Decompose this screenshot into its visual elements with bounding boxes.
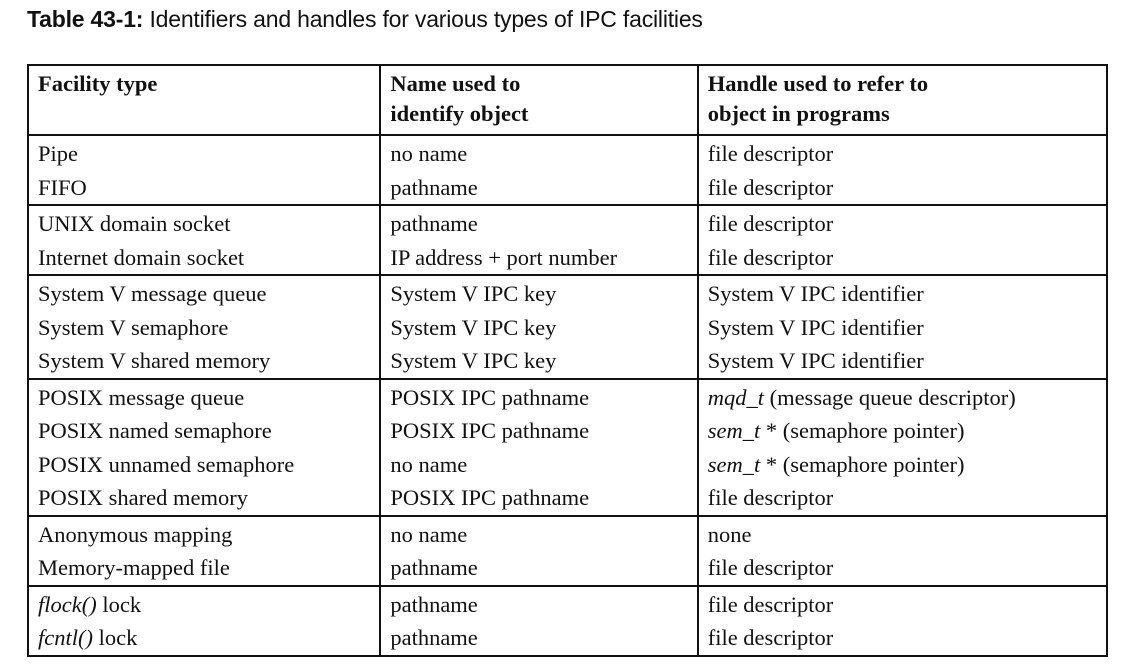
function-name: fcntl(): [38, 625, 93, 650]
header-facility-type: Facility type: [26, 65, 382, 136]
name-cell: no name: [379, 135, 699, 171]
name-cell: no name: [379, 447, 699, 481]
facility-cell: POSIX named semaphore: [26, 414, 382, 448]
name-cell: System V IPC key: [379, 275, 699, 311]
table-row: System V semaphore System V IPC key Syst…: [26, 310, 1109, 344]
row-group-sockets: UNIX domain socket pathname file descrip…: [26, 205, 1109, 275]
handle-cell: sem_t * (semaphore pointer): [696, 447, 1109, 481]
facility-cell: System V semaphore: [26, 310, 382, 344]
table-row: System V shared memory System V IPC key …: [26, 344, 1109, 379]
facility-cell: UNIX domain socket: [26, 205, 382, 241]
facility-cell: Pipe: [26, 135, 382, 171]
facility-cell: POSIX shared memory: [26, 481, 382, 516]
facility-cell: fcntl() lock: [26, 621, 382, 656]
facility-cell: Memory-mapped file: [26, 551, 382, 586]
handle-cell: file descriptor: [696, 621, 1109, 656]
table-row: System V message queue System V IPC key …: [26, 275, 1109, 311]
facility-cell: Internet domain socket: [26, 240, 382, 275]
table-row: Anonymous mapping no name none: [26, 515, 1109, 551]
facility-cell: POSIX message queue: [26, 378, 382, 414]
table-row: Memory-mapped file pathname file descrip…: [26, 551, 1109, 586]
row-group-pipes: Pipe no name file descriptor FIFO pathna…: [26, 135, 1109, 205]
name-cell: POSIX IPC pathname: [379, 414, 699, 448]
table-row: Pipe no name file descriptor: [26, 135, 1109, 171]
handle-cell: System V IPC identifier: [696, 344, 1109, 379]
table-row: FIFO pathname file descriptor: [26, 170, 1109, 205]
row-group-locks: flock() lock pathname file descriptor fc…: [26, 585, 1109, 656]
row-group-posix: POSIX message queue POSIX IPC pathname m…: [26, 378, 1109, 516]
handle-cell: file descriptor: [696, 205, 1109, 241]
facility-cell: flock() lock: [26, 585, 382, 621]
handle-cell: file descriptor: [696, 585, 1109, 621]
table-row: Internet domain socket IP address + port…: [26, 240, 1109, 275]
facility-suffix: lock: [92, 625, 138, 650]
name-cell: pathname: [379, 621, 699, 656]
row-group-mappings: Anonymous mapping no name none Memory-ma…: [26, 515, 1109, 586]
handle-description: (message queue descriptor): [763, 384, 1016, 410]
handle-cell: System V IPC identifier: [696, 275, 1109, 311]
handle-type-name: mqd_t: [707, 384, 764, 410]
handle-cell: mqd_t (message queue descriptor): [696, 378, 1109, 414]
handle-cell: file descriptor: [696, 481, 1109, 516]
handle-cell: file descriptor: [696, 240, 1109, 275]
header-handle-line-2: object in programs: [707, 101, 890, 126]
header-row: Facility type Name used to identify obje…: [26, 65, 1109, 136]
header-name-line-2: identify object: [390, 101, 529, 126]
name-cell: pathname: [379, 205, 699, 241]
table-row: UNIX domain socket pathname file descrip…: [26, 205, 1109, 241]
name-cell: pathname: [379, 585, 699, 621]
name-cell: IP address + port number: [379, 240, 699, 275]
facility-cell: System V shared memory: [26, 344, 382, 379]
header-name-used: Name used to identify object: [379, 65, 699, 136]
caption-label: Table 43-1:: [27, 6, 144, 32]
ipc-facilities-table: Facility type Name used to identify obje…: [26, 64, 1109, 657]
table-row: POSIX message queue POSIX IPC pathname m…: [26, 378, 1109, 414]
facility-cell: FIFO: [26, 170, 382, 205]
name-cell: POSIX IPC pathname: [379, 481, 699, 516]
table-caption: Table 43-1: Identifiers and handles for …: [27, 6, 703, 33]
caption-text: Identifiers and handles for various type…: [149, 6, 703, 32]
name-cell: no name: [379, 515, 699, 551]
header-facility-line-1: Facility type: [38, 71, 158, 96]
name-cell: POSIX IPC pathname: [379, 378, 699, 414]
facility-cell: Anonymous mapping: [26, 515, 382, 551]
handle-type-name: sem_t: [707, 418, 761, 443]
table-row: POSIX shared memory POSIX IPC pathname f…: [26, 481, 1109, 516]
table-row: fcntl() lock pathname file descriptor: [26, 621, 1109, 656]
header-handle-line-1: Handle used to refer to: [707, 71, 929, 96]
handle-cell: sem_t * (semaphore pointer): [696, 414, 1109, 448]
name-cell: System V IPC key: [379, 310, 699, 344]
row-group-system-v: System V message queue System V IPC key …: [26, 275, 1109, 379]
table-row: POSIX named semaphore POSIX IPC pathname…: [26, 414, 1109, 448]
table-header: Facility type Name used to identify obje…: [26, 65, 1109, 136]
handle-cell: file descriptor: [696, 170, 1109, 205]
table-row: POSIX unnamed semaphore no name sem_t * …: [26, 447, 1109, 481]
header-name-line-1: Name used to: [390, 71, 521, 96]
name-cell: pathname: [379, 170, 699, 205]
handle-type-name: sem_t: [707, 451, 761, 477]
header-handle-used: Handle used to refer to object in progra…: [696, 65, 1109, 136]
facility-suffix: lock: [96, 591, 142, 617]
handle-cell: System V IPC identifier: [696, 310, 1109, 344]
name-cell: System V IPC key: [379, 344, 699, 379]
facility-cell: POSIX unnamed semaphore: [26, 447, 382, 481]
handle-cell: none: [696, 515, 1109, 551]
function-name: flock(): [38, 591, 97, 617]
name-cell: pathname: [379, 551, 699, 586]
facility-cell: System V message queue: [26, 275, 382, 311]
handle-description: * (semaphore pointer): [760, 451, 965, 477]
handle-description: * (semaphore pointer): [760, 418, 965, 443]
table-row: flock() lock pathname file descriptor: [26, 585, 1109, 621]
handle-cell: file descriptor: [696, 551, 1109, 586]
handle-cell: file descriptor: [696, 135, 1109, 171]
